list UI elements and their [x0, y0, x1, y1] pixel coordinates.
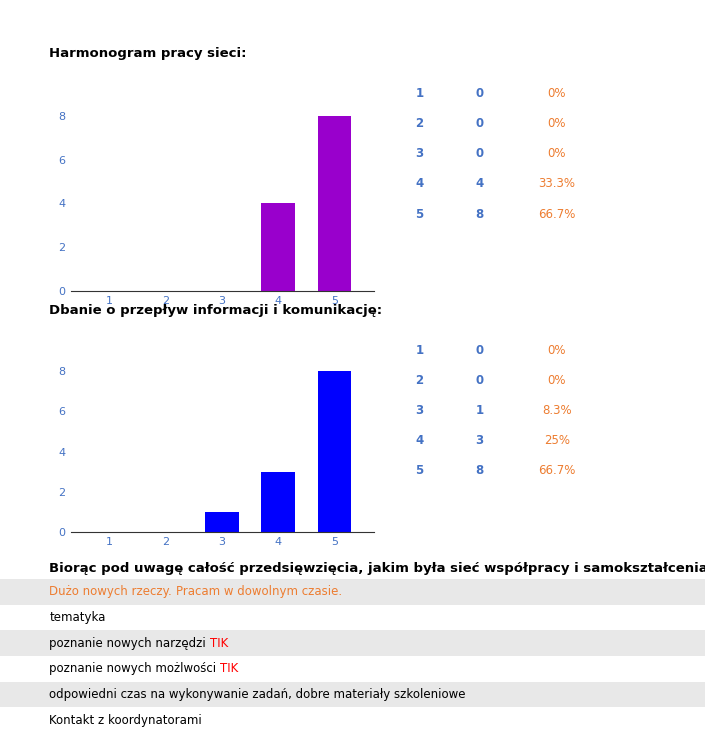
Text: Pracam w dowolnym czasie.: Pracam w dowolnym czasie. — [176, 585, 342, 599]
Text: poznanie nowych możlwości: poznanie nowych możlwości — [49, 662, 220, 676]
Text: 0%: 0% — [548, 374, 566, 387]
Text: 0: 0 — [475, 344, 484, 356]
Text: 1: 1 — [475, 404, 484, 417]
Bar — [262, 203, 295, 291]
Text: 1: 1 — [415, 87, 424, 100]
Text: 3: 3 — [415, 147, 424, 160]
Text: 33.3%: 33.3% — [539, 177, 575, 190]
Text: 0: 0 — [475, 87, 484, 100]
Text: Dbanie o przepływ informacji i komunikację:: Dbanie o przepływ informacji i komunikac… — [49, 304, 383, 317]
Text: Biorąc pod uwagę całość przedsięwzięcia, jakim była sieć współpracy i samokształ: Biorąc pod uwagę całość przedsięwzięcia,… — [49, 562, 705, 575]
Text: 66.7%: 66.7% — [538, 464, 576, 477]
Text: 8.3%: 8.3% — [542, 404, 572, 417]
Text: 5: 5 — [415, 208, 424, 220]
Text: 3: 3 — [415, 404, 424, 417]
Text: 25%: 25% — [544, 434, 570, 447]
Text: Kontakt z koordynatorami: Kontakt z koordynatorami — [49, 713, 202, 727]
Text: 0%: 0% — [548, 344, 566, 356]
Bar — [317, 116, 351, 291]
Text: 5: 5 — [415, 464, 424, 477]
Text: Harmonogram pracy sieci:: Harmonogram pracy sieci: — [49, 48, 247, 60]
Text: 1: 1 — [415, 344, 424, 356]
Text: 0%: 0% — [548, 117, 566, 130]
Text: 8: 8 — [475, 464, 484, 477]
Text: 4: 4 — [475, 177, 484, 190]
Text: 4: 4 — [415, 434, 424, 447]
Text: 8: 8 — [475, 208, 484, 220]
Text: 2: 2 — [415, 117, 424, 130]
Text: 3: 3 — [475, 434, 484, 447]
Text: 4: 4 — [415, 177, 424, 190]
Bar — [205, 512, 239, 532]
Text: TIK: TIK — [210, 636, 228, 650]
Text: tematyka: tematyka — [49, 611, 106, 624]
Bar — [262, 472, 295, 532]
Text: 0%: 0% — [548, 87, 566, 100]
Bar — [317, 371, 351, 532]
Text: 2: 2 — [415, 374, 424, 387]
Text: 0: 0 — [475, 374, 484, 387]
Text: Dużo nowych rzeczy.: Dużo nowych rzeczy. — [49, 585, 176, 599]
Text: TIK: TIK — [220, 662, 238, 676]
Text: 0%: 0% — [548, 147, 566, 160]
Text: 0: 0 — [475, 117, 484, 130]
Text: poznanie nowych narzędzi: poznanie nowych narzędzi — [49, 636, 210, 650]
Text: 66.7%: 66.7% — [538, 208, 576, 220]
Text: odpowiedni czas na wykonywanie zadań, dobre materiały szkoleniowe: odpowiedni czas na wykonywanie zadań, do… — [49, 688, 466, 701]
Text: 0: 0 — [475, 147, 484, 160]
